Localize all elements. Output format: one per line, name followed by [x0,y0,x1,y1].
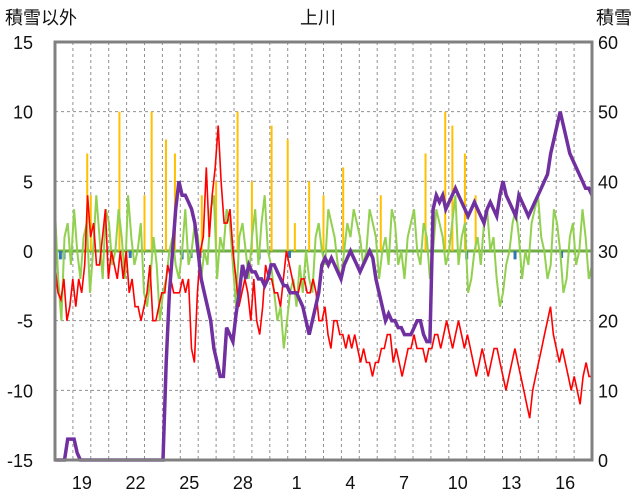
left-y-tick-label: 15 [13,33,33,53]
left-y-tick-label: -15 [7,451,33,471]
left-y-tick-label: 5 [23,172,33,192]
precip-bars [58,111,564,260]
x-tick-label: 16 [555,473,575,493]
right-y-tick-label: 10 [598,381,618,401]
right-axis-title: 積雪 [596,8,632,29]
right-y-tick-label: 40 [598,172,618,192]
left-y-tick-label: -10 [7,381,33,401]
x-tick-label: 22 [126,473,146,493]
small-blue-bar [287,251,291,258]
x-tick-label: 10 [448,473,468,493]
x-tick-label: 13 [501,473,521,493]
x-tick-label: 1 [292,473,302,493]
right-y-tick-label: 60 [598,33,618,53]
small-blue-bar [58,251,62,260]
small-blue-bar [560,251,564,258]
left-y-tick-label: -5 [17,312,33,332]
temperature-series-line [54,125,592,419]
left-y-tick-label: 10 [13,103,33,123]
plot-frame [53,40,594,462]
chart-title: 上川 [300,8,336,29]
x-tick-label: 25 [179,473,199,493]
left-axis-title: 積雪以外 [5,8,77,29]
x-tick-label: 7 [399,473,409,493]
x-tick-label: 4 [345,473,355,493]
right-y-tick-label: 30 [598,242,618,262]
right-y-tick-label: 50 [598,103,618,123]
small-blue-bar [128,251,132,258]
small-blue-bar [513,251,517,260]
left-y-tick-label: 0 [23,242,33,262]
right-y-tick-label: 0 [598,451,608,471]
x-tick-label: 28 [233,473,253,493]
x-tick-label: 19 [72,473,92,493]
right-y-tick-label: 20 [598,312,618,332]
